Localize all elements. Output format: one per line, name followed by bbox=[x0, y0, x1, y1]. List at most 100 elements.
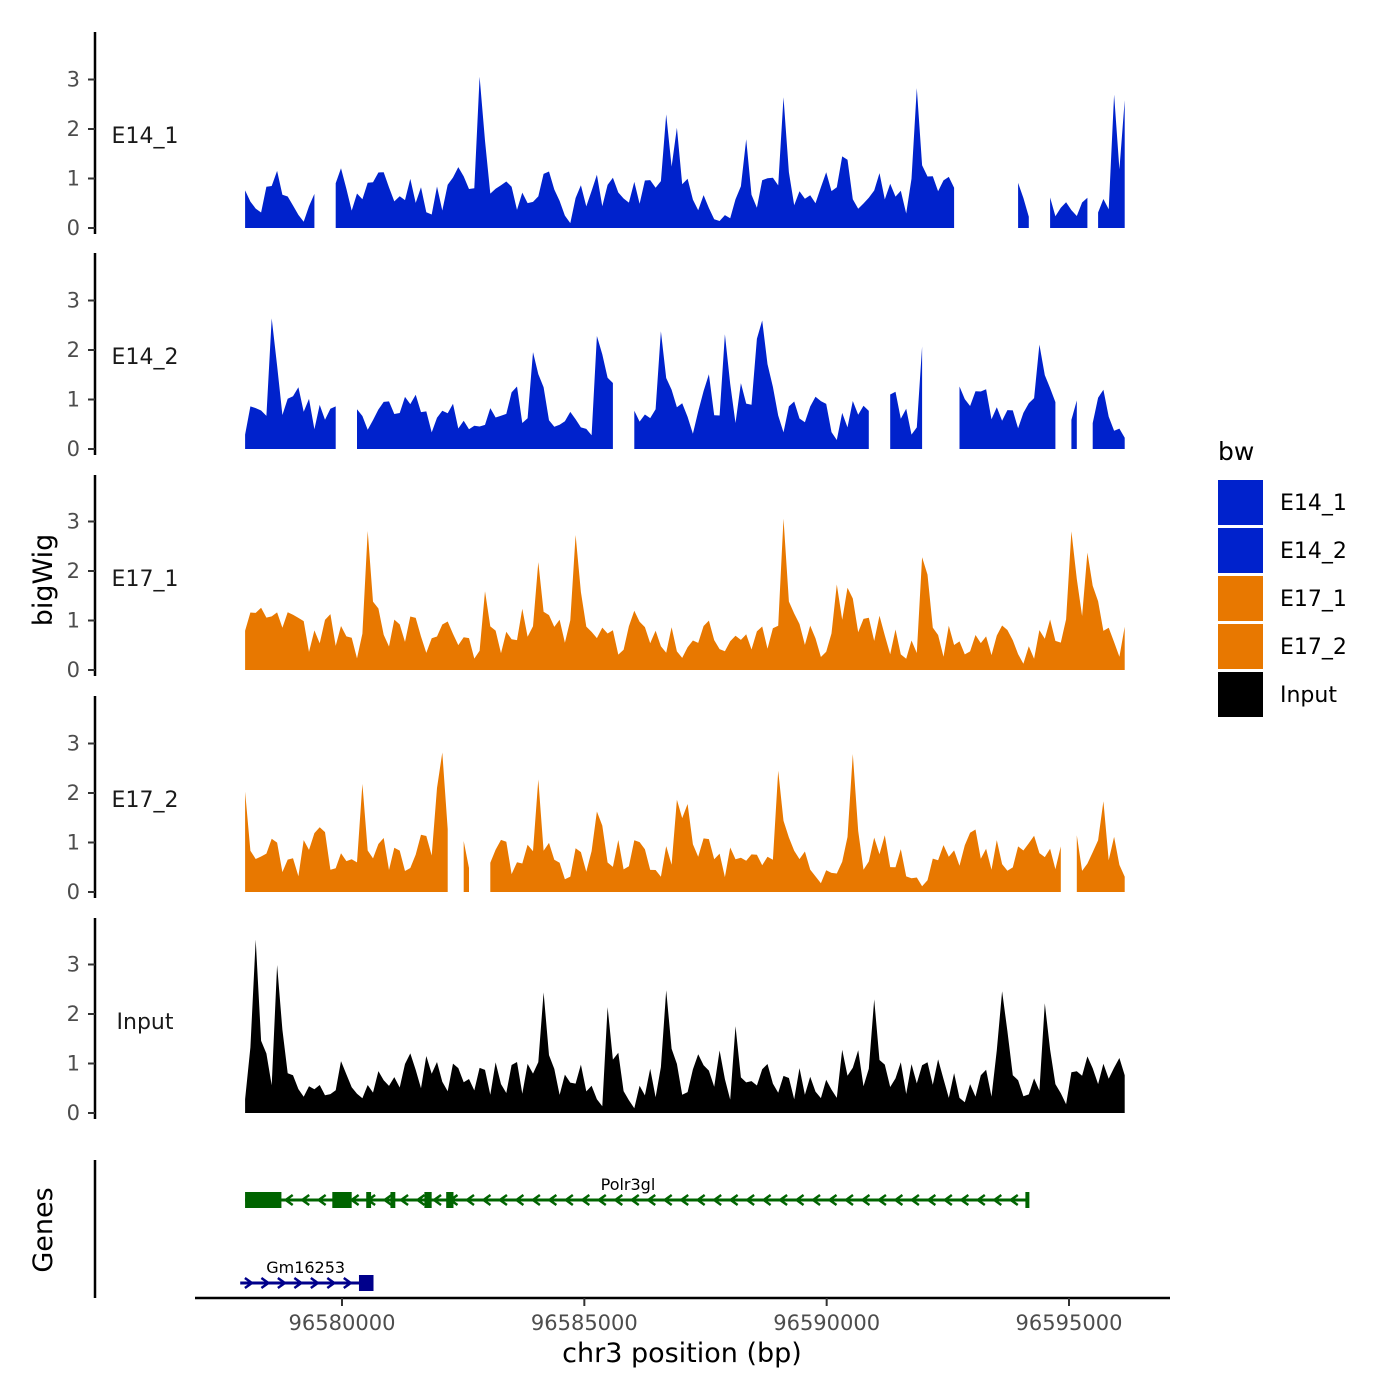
y-tick-label: 0 bbox=[67, 437, 80, 461]
y-tick-label: 2 bbox=[67, 338, 80, 362]
strand-arrow bbox=[326, 1276, 337, 1290]
strand-arrow bbox=[777, 1193, 788, 1207]
strand-arrow bbox=[398, 1193, 409, 1207]
strand-arrow bbox=[1008, 1193, 1019, 1207]
strand-arrow bbox=[909, 1193, 920, 1207]
x-tick-label: 96595000 bbox=[1016, 1311, 1123, 1335]
strand-arrow bbox=[629, 1193, 640, 1207]
strand-arrow bbox=[382, 1193, 393, 1207]
strand-arrow bbox=[695, 1193, 706, 1207]
x-tick-label: 96590000 bbox=[773, 1311, 880, 1335]
legend-label: E17_1 bbox=[1280, 587, 1347, 612]
strand-arrow bbox=[843, 1193, 854, 1207]
exon bbox=[245, 1192, 282, 1208]
track-e14-1: 0 1 2 3 E14_1 bbox=[67, 32, 1125, 240]
strand-arrow bbox=[431, 1193, 442, 1207]
legend-title: bw bbox=[1218, 437, 1254, 466]
strand-arrow bbox=[679, 1193, 689, 1207]
legend: bw E14_1 E14_2 E17_1 E17_2 Input bbox=[1218, 437, 1347, 717]
y-tick-label: 1 bbox=[67, 609, 80, 633]
strand-arrow bbox=[580, 1193, 591, 1207]
strand-arrow bbox=[310, 1276, 320, 1290]
track-e17-2: 0 1 2 3 E17_2 bbox=[67, 696, 1125, 904]
strand-arrow bbox=[260, 1276, 271, 1290]
y-tick-label: 1 bbox=[67, 388, 80, 412]
y-tick-label: 0 bbox=[67, 1101, 80, 1125]
signal-area-e14-2 bbox=[245, 318, 336, 449]
signal-area-e14-1 bbox=[1018, 182, 1029, 228]
legend-label: E14_2 bbox=[1280, 539, 1347, 564]
y-tick-label: 2 bbox=[67, 781, 80, 805]
strand-arrow bbox=[942, 1193, 953, 1207]
track-input: 0 1 2 3 Input bbox=[67, 918, 1125, 1125]
strand-arrow bbox=[497, 1193, 508, 1207]
legend-item-input: Input bbox=[1218, 672, 1337, 717]
genes-axis-title: Genes bbox=[28, 1187, 59, 1272]
signal-area-e14-2 bbox=[1071, 400, 1077, 449]
strand-arrow bbox=[810, 1193, 821, 1207]
signal-area-e17-2 bbox=[245, 752, 448, 892]
strand-arrow bbox=[876, 1193, 887, 1207]
exon bbox=[1025, 1192, 1030, 1208]
strand-arrow bbox=[959, 1193, 970, 1207]
strand-arrow bbox=[283, 1193, 294, 1207]
strand-arrow bbox=[277, 1276, 288, 1290]
signal-area-e14-1 bbox=[335, 76, 955, 228]
strand-arrow bbox=[415, 1193, 426, 1207]
track-e14-2: 0 1 2 3 E14_2 bbox=[67, 253, 1125, 461]
genes-group: Polr3gl Gm16253 bbox=[93, 1160, 1030, 1298]
strand-arrow bbox=[975, 1193, 986, 1207]
signal-area-e17-2 bbox=[1076, 801, 1125, 892]
legend-swatch bbox=[1218, 624, 1263, 669]
exon bbox=[358, 1275, 374, 1291]
y-tick-label: 2 bbox=[67, 117, 80, 141]
signal-area-e14-1 bbox=[1050, 197, 1088, 228]
strand-arrow bbox=[293, 1276, 304, 1290]
y-tick-label: 0 bbox=[67, 216, 80, 240]
y-tick-label: 3 bbox=[67, 68, 80, 92]
legend-item-e14-2: E14_2 bbox=[1218, 528, 1347, 573]
gene-label: Polr3gl bbox=[601, 1175, 656, 1194]
track-e17-1: 0 1 2 3 E17_1 bbox=[67, 475, 1125, 682]
track-label: E17_2 bbox=[112, 788, 179, 813]
signal-area-e17-2 bbox=[490, 754, 1061, 892]
y-tick-label: 3 bbox=[67, 732, 80, 756]
gene-label: Gm16253 bbox=[266, 1258, 345, 1277]
legend-label: E17_2 bbox=[1280, 635, 1347, 660]
strand-arrow bbox=[728, 1193, 739, 1207]
exon bbox=[390, 1192, 396, 1208]
y-tick-label: 0 bbox=[67, 658, 80, 682]
y-tick-label: 2 bbox=[67, 559, 80, 583]
legend-swatch bbox=[1218, 672, 1263, 717]
strand-arrow bbox=[563, 1193, 574, 1207]
track-label: Input bbox=[117, 1010, 174, 1035]
strand-arrow bbox=[893, 1193, 904, 1207]
strand-arrow bbox=[464, 1193, 475, 1207]
y-tick-label: 1 bbox=[67, 831, 80, 855]
strand-arrow bbox=[827, 1193, 838, 1207]
x-axis-title: chr3 position (bp) bbox=[562, 1338, 802, 1369]
signal-area-e14-2 bbox=[1092, 389, 1125, 449]
strand-arrow bbox=[244, 1276, 255, 1290]
y-tick-label: 3 bbox=[67, 510, 80, 534]
strand-arrow bbox=[300, 1193, 310, 1207]
strand-arrow bbox=[662, 1193, 673, 1207]
x-axis: 96580000 96585000 96590000 96595000 bbox=[195, 1296, 1170, 1335]
y-axis-title: bigWig bbox=[28, 534, 59, 627]
strand-arrow bbox=[926, 1193, 937, 1207]
signal-area-e17-1 bbox=[245, 518, 1125, 670]
gene-gm16253: Gm16253 bbox=[240, 1258, 374, 1291]
y-tick-label: 3 bbox=[67, 289, 80, 313]
strand-arrow bbox=[761, 1193, 772, 1207]
strand-arrow bbox=[596, 1193, 607, 1207]
legend-label: E14_1 bbox=[1280, 491, 1347, 516]
exon bbox=[424, 1192, 432, 1208]
signal-area-e14-2 bbox=[357, 336, 613, 449]
y-tick-label: 1 bbox=[67, 1052, 80, 1076]
legend-swatch bbox=[1218, 528, 1263, 573]
gene-polr3gl: Polr3gl bbox=[245, 1175, 1030, 1208]
signal-area-e14-1 bbox=[245, 170, 315, 228]
legend-item-e14-1: E14_1 bbox=[1218, 480, 1347, 525]
x-tick-label: 96580000 bbox=[289, 1311, 396, 1335]
